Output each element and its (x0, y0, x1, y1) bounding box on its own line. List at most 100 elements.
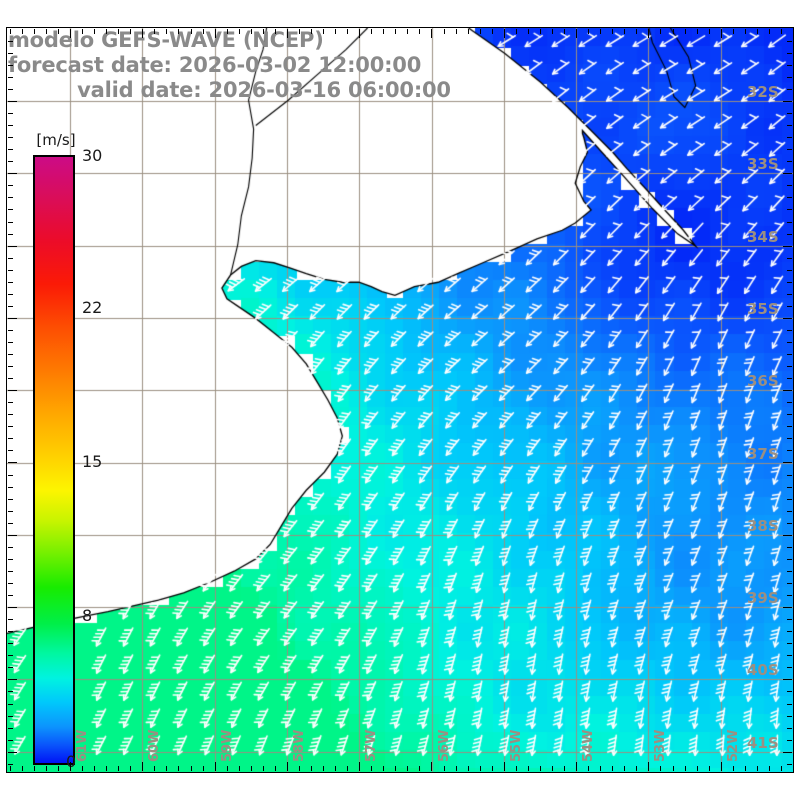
axis-tick (419, 29, 420, 34)
colorbar (33, 155, 75, 765)
axis-tick (787, 764, 792, 765)
axis-tick (166, 29, 167, 34)
axis-tick (8, 149, 13, 150)
axis-tick (745, 766, 746, 771)
axis-tick (787, 137, 792, 138)
axis-tick (600, 29, 601, 34)
axis-tick (118, 29, 119, 34)
axis-tick (8, 318, 17, 319)
lon-label-60w: 60W (147, 729, 163, 762)
axis-tick (359, 29, 360, 38)
axis-tick (456, 29, 457, 34)
axis-tick (8, 752, 17, 753)
axis-tick (215, 29, 216, 38)
axis-tick (8, 330, 13, 331)
axis-tick (8, 704, 13, 705)
axis-tick (468, 29, 469, 34)
axis-tick (8, 258, 13, 259)
axis-tick (8, 716, 13, 717)
axis-tick (8, 740, 13, 741)
axis-tick (8, 113, 13, 114)
lat-label-41s: 41S (747, 733, 779, 752)
axis-tick (721, 29, 722, 38)
wind-field-map (7, 28, 793, 772)
axis-tick (8, 185, 13, 186)
axis-tick (8, 667, 13, 668)
axis-tick (8, 354, 13, 355)
axis-tick (787, 294, 792, 295)
axis-tick (787, 330, 792, 331)
axis-tick (8, 631, 13, 632)
axis-tick (8, 390, 17, 391)
axis-tick (154, 29, 155, 34)
axis-tick (8, 523, 13, 524)
axis-tick (787, 402, 792, 403)
axis-tick (787, 354, 792, 355)
colorbar-gradient (33, 155, 75, 765)
axis-tick (130, 29, 131, 34)
axis-tick (347, 766, 348, 771)
axis-tick (588, 766, 589, 771)
axis-tick (371, 766, 372, 771)
colorbar-tick-30: 30 (82, 146, 103, 165)
colorbar-tick-22: 22 (82, 298, 103, 317)
axis-tick (263, 29, 264, 34)
axis-tick (8, 197, 13, 198)
axis-tick (395, 29, 396, 34)
axis-tick (787, 728, 792, 729)
axis-tick (287, 762, 288, 771)
axis-tick (178, 766, 179, 771)
axis-tick (58, 29, 59, 34)
axis-tick (191, 766, 192, 771)
axis-tick (22, 766, 23, 771)
axis-tick (323, 766, 324, 771)
axis-tick (34, 29, 35, 34)
axis-tick (299, 29, 300, 34)
axis-tick (685, 766, 686, 771)
axis-tick (8, 101, 17, 102)
lat-label-39s: 39S (747, 589, 779, 608)
axis-tick (745, 29, 746, 34)
axis-tick (347, 29, 348, 34)
axis-tick (359, 762, 360, 771)
axis-tick (787, 655, 792, 656)
axis-tick (8, 571, 13, 572)
axis-tick (8, 595, 13, 596)
axis-tick (516, 29, 517, 34)
axis-tick (787, 704, 792, 705)
axis-tick (94, 766, 95, 771)
axis-tick (8, 77, 13, 78)
lon-label-59w: 59W (219, 729, 235, 762)
axis-tick (287, 29, 288, 38)
axis-tick (528, 766, 529, 771)
axis-tick (166, 766, 167, 771)
lon-label-52w: 52W (725, 729, 741, 762)
axis-tick (660, 29, 661, 34)
axis-tick (787, 450, 792, 451)
axis-tick (576, 29, 577, 38)
axis-tick (787, 595, 792, 596)
axis-tick (407, 766, 408, 771)
axis-tick (783, 462, 792, 463)
axis-tick (34, 766, 35, 771)
axis-tick (8, 125, 13, 126)
axis-tick (468, 766, 469, 771)
axis-tick (203, 29, 204, 34)
axis-tick (783, 752, 792, 753)
axis-tick (492, 29, 493, 34)
axis-tick (757, 766, 758, 771)
axis-tick (431, 762, 432, 771)
axis-tick (203, 766, 204, 771)
axis-tick (8, 450, 13, 451)
axis-tick (576, 762, 577, 771)
axis-tick (8, 41, 13, 42)
axis-tick (8, 426, 13, 427)
axis-tick (787, 282, 792, 283)
axis-tick (8, 173, 17, 174)
axis-tick (733, 29, 734, 34)
axis-tick (636, 766, 637, 771)
lat-label-32s: 32S (747, 83, 779, 101)
axis-tick (787, 547, 792, 548)
axis-tick (528, 29, 529, 34)
